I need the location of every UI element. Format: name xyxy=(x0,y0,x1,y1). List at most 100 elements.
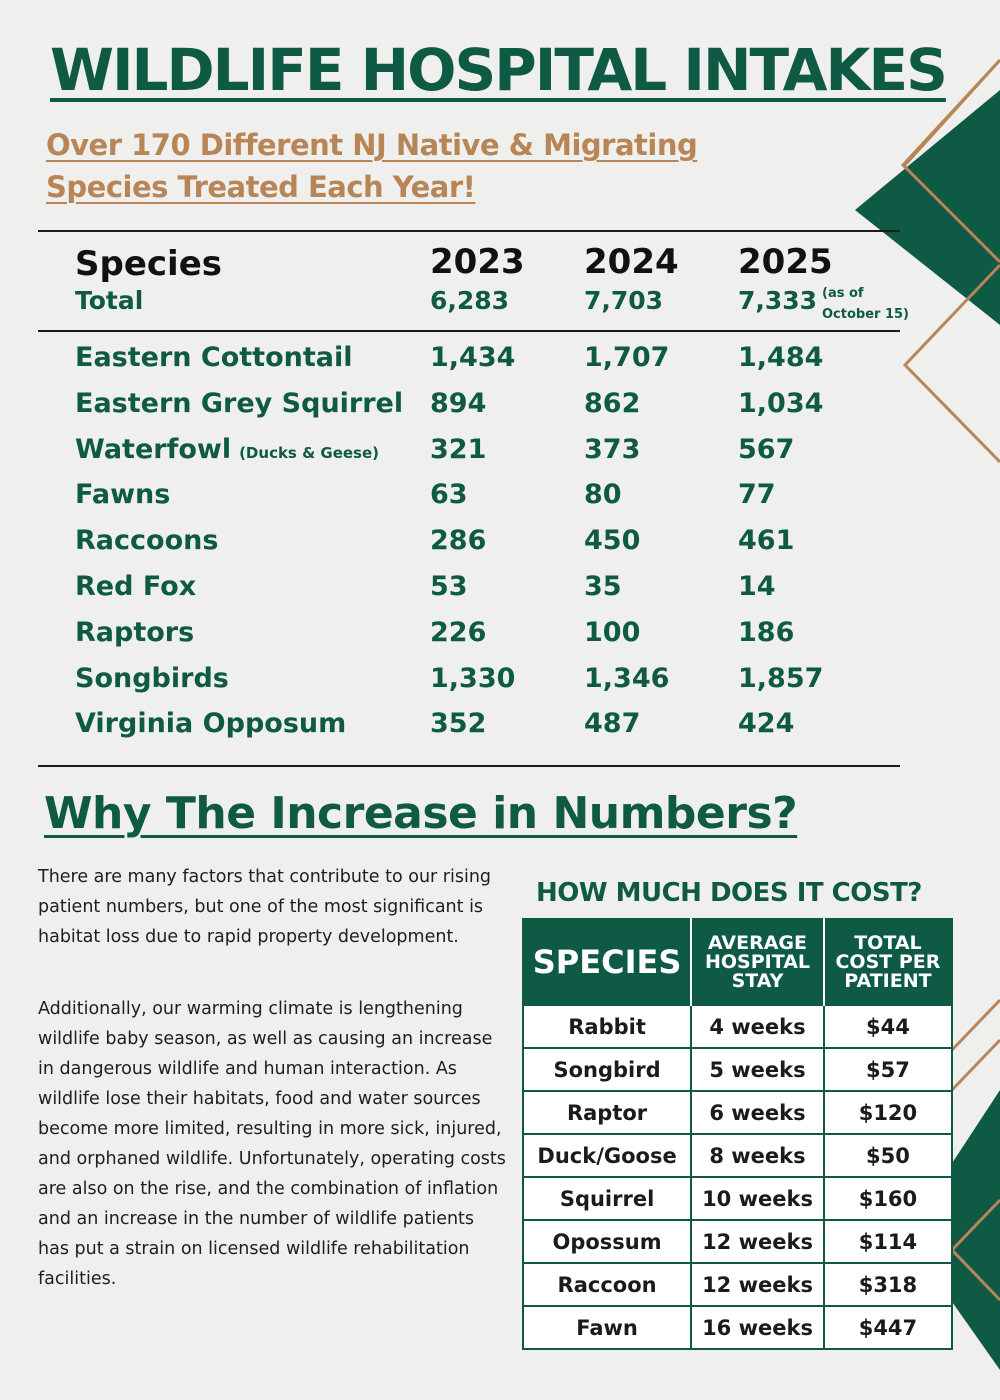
cost-amount: $318 xyxy=(822,1262,954,1307)
why-heading: Why The Increase in Numbers? xyxy=(44,788,798,839)
cost-species: Raccoon xyxy=(521,1262,693,1307)
intake-value-2024: 1,346 xyxy=(584,662,670,694)
col-header-2025: 2025 xyxy=(738,242,833,282)
total-2025-note: (as of October 15) xyxy=(822,283,909,325)
intake-value-2025: 77 xyxy=(738,479,776,511)
species-name: Raccoons xyxy=(75,525,219,557)
intake-value-2023: 53 xyxy=(430,571,468,602)
species-name: Red Fox xyxy=(75,571,197,602)
cost-species: Duck/Goose xyxy=(521,1133,693,1178)
table-row: Opossum 12 weeks $114 xyxy=(521,1219,954,1264)
table-row: Duck/Goose 8 weeks $50 xyxy=(521,1133,954,1178)
cost-species: Songbird xyxy=(521,1047,693,1092)
intake-value-2024: 373 xyxy=(584,433,641,465)
cost-stay: 6 weeks xyxy=(690,1090,825,1135)
intake-row-species: Red Fox xyxy=(75,571,196,602)
intake-row-species: Eastern Grey Squirrel xyxy=(75,388,403,419)
intake-value-2023: 63 xyxy=(430,479,468,511)
intake-value-2023: 1,330 xyxy=(430,662,516,694)
table-row: Songbird 5 weeks $57 xyxy=(521,1047,954,1092)
total-2024: 7,703 xyxy=(584,286,664,315)
col-header-2023: 2023 xyxy=(430,242,525,282)
intake-value-2025: 186 xyxy=(738,616,795,648)
cost-header-species: SPECIES xyxy=(523,919,692,1005)
intake-row-species: Raptors xyxy=(75,617,194,648)
table-header-rule xyxy=(38,330,900,332)
cost-table-title: HOW MUCH DOES IT COST? xyxy=(536,878,922,908)
cost-stay: 10 weeks xyxy=(690,1176,825,1221)
cost-species: Fawn xyxy=(521,1305,693,1350)
intake-value-2025: 14 xyxy=(738,571,776,602)
total-2025: 7,333 xyxy=(738,286,818,315)
species-name: Eastern Cottontail xyxy=(75,342,353,373)
paragraph-1: There are many factors that contribute t… xyxy=(38,867,492,947)
table-bottom-rule xyxy=(38,765,900,767)
intake-row-species: Virginia Opposum xyxy=(75,708,346,739)
col-header-species: Species xyxy=(75,244,222,284)
species-name: Fawns xyxy=(75,479,171,511)
cost-table-body: Rabbit 4 weeks $44 Songbird 5 weeks $57 Raptor… xyxy=(521,1004,954,1350)
cost-species: Raptor xyxy=(521,1090,693,1135)
cost-header-cost: TOTAL COST PER PATIENT xyxy=(822,919,952,1005)
species-qualifier: (Ducks & Geese) xyxy=(239,443,379,462)
cost-stay: 5 weeks xyxy=(690,1047,825,1092)
table-row: Squirrel 10 weeks $160 xyxy=(521,1176,954,1221)
intake-value-2025: 1,857 xyxy=(738,662,824,694)
intake-value-2025: 1,034 xyxy=(738,387,824,419)
cost-amount: $160 xyxy=(822,1176,954,1221)
intake-value-2024: 1,707 xyxy=(584,342,670,373)
intake-value-2023: 226 xyxy=(430,616,487,648)
intake-value-2023: 352 xyxy=(430,708,487,740)
subtitle-line-1: Over 170 Different NJ Native & Migrating xyxy=(46,128,698,162)
species-name: Raptors xyxy=(75,616,195,648)
species-name: Virginia Opposum xyxy=(75,708,347,740)
cost-species: Squirrel xyxy=(521,1176,693,1221)
cost-stay: 4 weeks xyxy=(690,1004,825,1049)
cost-amount: $44 xyxy=(822,1004,954,1049)
col-header-2024: 2024 xyxy=(584,242,679,282)
total-label: Total xyxy=(75,286,144,315)
intake-value-2025: 1,484 xyxy=(738,342,824,373)
cost-amount: $120 xyxy=(822,1090,954,1135)
cost-amount: $447 xyxy=(822,1305,954,1350)
table-row: Fawn 16 weeks $447 xyxy=(521,1305,954,1350)
intake-value-2023: 894 xyxy=(430,387,487,419)
page-subtitle: Over 170 Different NJ Native & Migrating… xyxy=(46,124,698,208)
intake-value-2025: 461 xyxy=(738,525,795,557)
cost-stay: 12 weeks xyxy=(690,1219,825,1264)
cost-header-stay: AVERAGE HOSPITAL STAY xyxy=(690,919,824,1005)
intake-value-2023: 321 xyxy=(430,433,487,465)
table-row: Raccoon 12 weeks $318 xyxy=(521,1262,954,1307)
cost-amount: $114 xyxy=(822,1219,954,1264)
intake-row-species: Fawns xyxy=(75,479,170,510)
cost-amount: $50 xyxy=(822,1133,954,1178)
cost-stay: 16 weeks xyxy=(690,1305,825,1350)
cost-stay: 8 weeks xyxy=(690,1133,825,1178)
total-2023: 6,283 xyxy=(430,286,510,315)
intake-value-2024: 100 xyxy=(584,616,641,648)
table-row: Raptor 6 weeks $120 xyxy=(521,1090,954,1135)
note-line-1: (as of xyxy=(822,286,864,301)
intake-row-species: Songbirds xyxy=(75,663,229,694)
table-row: Rabbit 4 weeks $44 xyxy=(521,1004,954,1049)
intake-value-2024: 487 xyxy=(584,708,641,740)
intake-row-species: Waterfowl (Ducks & Geese) xyxy=(75,434,379,465)
page-title: WILDLIFE HOSPITAL INTAKES xyxy=(50,36,948,104)
intake-row-species: Raccoons xyxy=(75,525,218,556)
intake-value-2023: 1,434 xyxy=(430,342,516,373)
intake-value-2025: 567 xyxy=(738,433,795,465)
intake-value-2024: 450 xyxy=(584,525,641,557)
species-name: Songbirds xyxy=(75,662,229,694)
cost-species: Rabbit xyxy=(521,1004,693,1049)
cost-species: Opossum xyxy=(521,1219,693,1264)
paragraph-2: Additionally, our warming climate is len… xyxy=(38,999,506,1289)
note-line-2: October 15) xyxy=(822,307,909,322)
intake-value-2025: 424 xyxy=(738,708,795,740)
species-name: Eastern Grey Squirrel xyxy=(75,387,404,419)
cost-stay: 12 weeks xyxy=(690,1262,825,1307)
cost-table: SPECIES AVERAGE HOSPITAL STAY TOTAL COST PE… xyxy=(521,918,954,1350)
intake-value-2024: 862 xyxy=(584,387,641,419)
cost-amount: $57 xyxy=(822,1047,954,1092)
subtitle-line-2: Species Treated Each Year! xyxy=(46,170,476,204)
intake-row-species: Eastern Cottontail xyxy=(75,342,352,373)
